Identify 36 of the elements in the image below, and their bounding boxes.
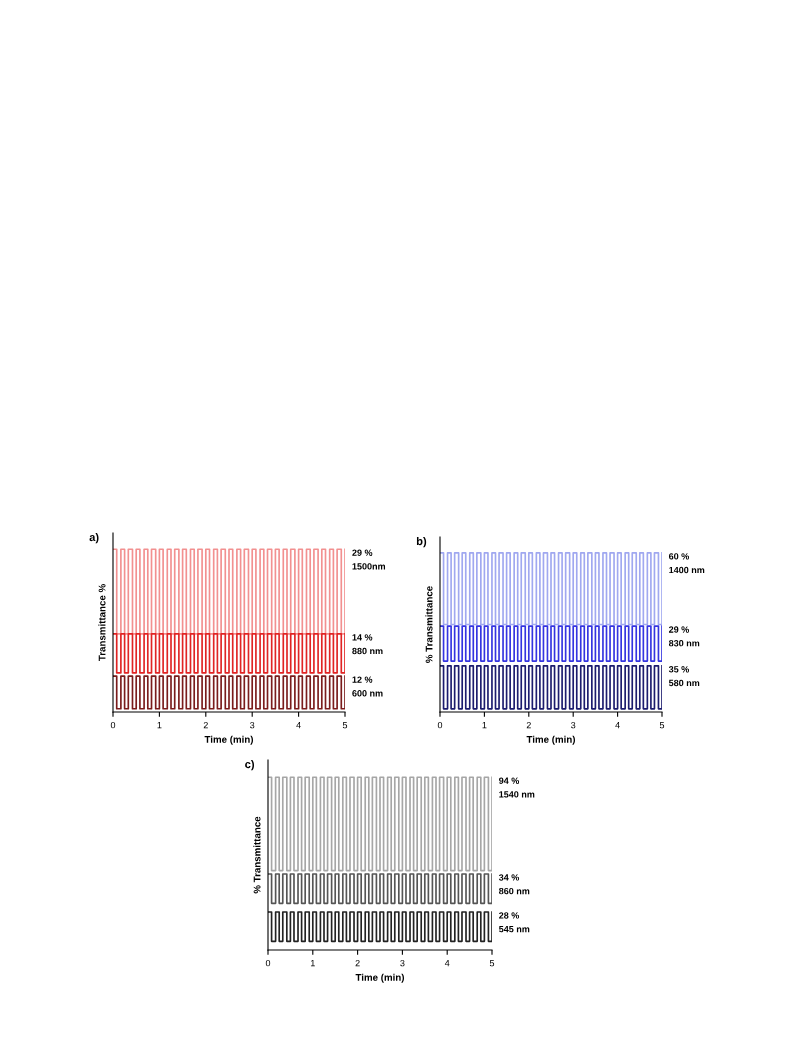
series-label: 35 % 580 nm [668,666,700,687]
x-axis-title: Time (min) [355,973,405,983]
x-tick-label: 4 [296,722,301,729]
chart-title: b) [416,537,427,548]
y-axis-title: Transmittance % [98,584,106,662]
y-axis-title: % Transmittance [425,586,433,663]
series-label: 12 % 600 nm [352,676,383,697]
x-tick-label: 5 [489,960,495,967]
y-axis-title: % Transmittance [253,816,261,894]
series-label: 60 % 1400 nm [668,553,705,574]
series-label: 29 % 830 nm [668,626,700,647]
series-label: 29 % 1500nm [352,549,386,570]
x-tick-label: 4 [444,960,450,967]
x-tick-label: 2 [526,721,531,729]
x-tick-label: 3 [400,959,405,967]
x-tick-label: 2 [203,721,208,729]
x-tick-label: 3 [571,721,576,729]
x-tick-label: 0 [265,959,271,967]
series-label: 34 % 860 nm [498,874,530,895]
x-tick-label: 5 [659,722,665,729]
chart-title: c) [245,760,255,771]
chart-title: a) [89,533,99,544]
series-label: 94 % 1540 nm [499,777,535,798]
series-label: 28 % 545 nm [499,912,530,933]
x-tick-label: 1 [310,960,315,967]
x-tick-label: 3 [250,721,255,729]
x-tick-label: 1 [157,722,162,729]
x-tick-label: 2 [355,959,360,967]
series-label: 14 % 880 nm [352,634,383,655]
x-tick-label: 5 [342,722,348,729]
x-tick-label: 4 [615,722,620,729]
x-tick-label: 0 [437,721,443,729]
x-tick-label: 0 [110,721,116,729]
x-tick-label: 1 [482,722,487,729]
x-axis-title: Time (min) [204,735,254,745]
x-axis-title: Time (min) [526,735,576,745]
